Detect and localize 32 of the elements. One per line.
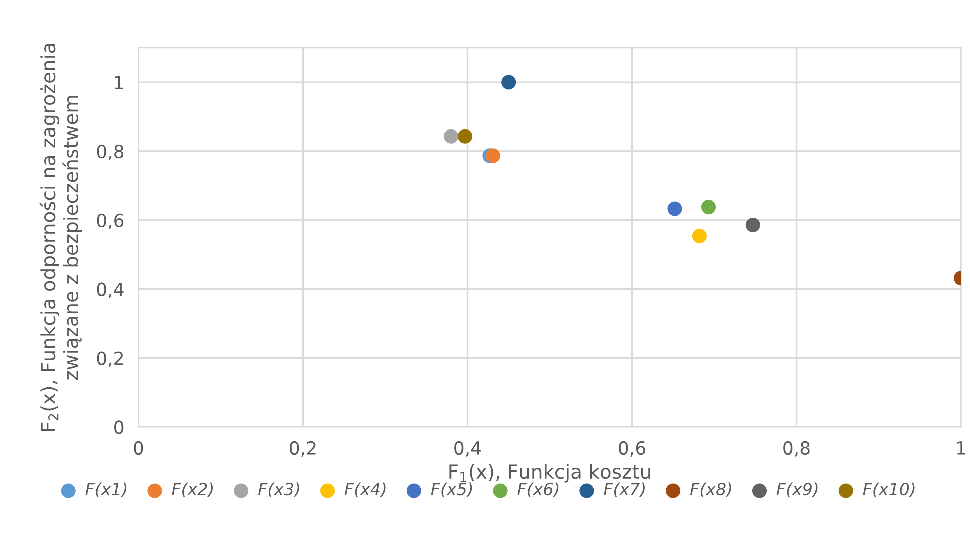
x-tick-label: 0,4 — [454, 441, 482, 457]
point — [444, 129, 459, 144]
point — [486, 148, 501, 164]
y-tick-label: 0,8 — [97, 144, 124, 160]
x-tick-label: 1 — [958, 442, 966, 455]
point — [746, 218, 760, 233]
point — [692, 228, 707, 244]
x-tick-label: 0 — [134, 441, 144, 456]
y-tick-label: 0,4 — [97, 282, 124, 298]
y-axis-title: F$_{2}$(x), Funkcja odporności na zagrożenia związane z bezpieczeństwem — [40, 44, 82, 432]
x-tick-label: 0,8 — [784, 441, 810, 457]
y-tick-label: 1 — [115, 76, 124, 90]
legend-label: F(x10) — [863, 482, 915, 498]
y-tick-label: 0,2 — [97, 352, 124, 368]
point — [668, 202, 682, 216]
legend-label: F(x6) — [518, 482, 559, 498]
legend-label: F(x4) — [344, 482, 386, 498]
x-tick-label: 0,6 — [619, 441, 646, 457]
x-tick-label: 0,2 — [290, 441, 316, 457]
point — [502, 75, 516, 90]
legend-label: F(x9) — [776, 482, 818, 498]
point — [458, 129, 473, 144]
point — [701, 200, 716, 215]
legend-label: F(x5) — [431, 482, 472, 498]
y-tick-label: 0 — [114, 420, 124, 434]
legend-label: F(x1) — [86, 482, 127, 498]
legend-label: F(x3) — [258, 482, 300, 498]
legend-label: F(x8) — [690, 482, 732, 498]
x-axis-title: F$_{1}$(x), Funkcja kosztu — [450, 464, 650, 483]
y-tick-label: 0,6 — [97, 214, 124, 230]
legend-label: F(x2) — [172, 482, 213, 498]
legend-label: F(x7) — [604, 482, 645, 498]
